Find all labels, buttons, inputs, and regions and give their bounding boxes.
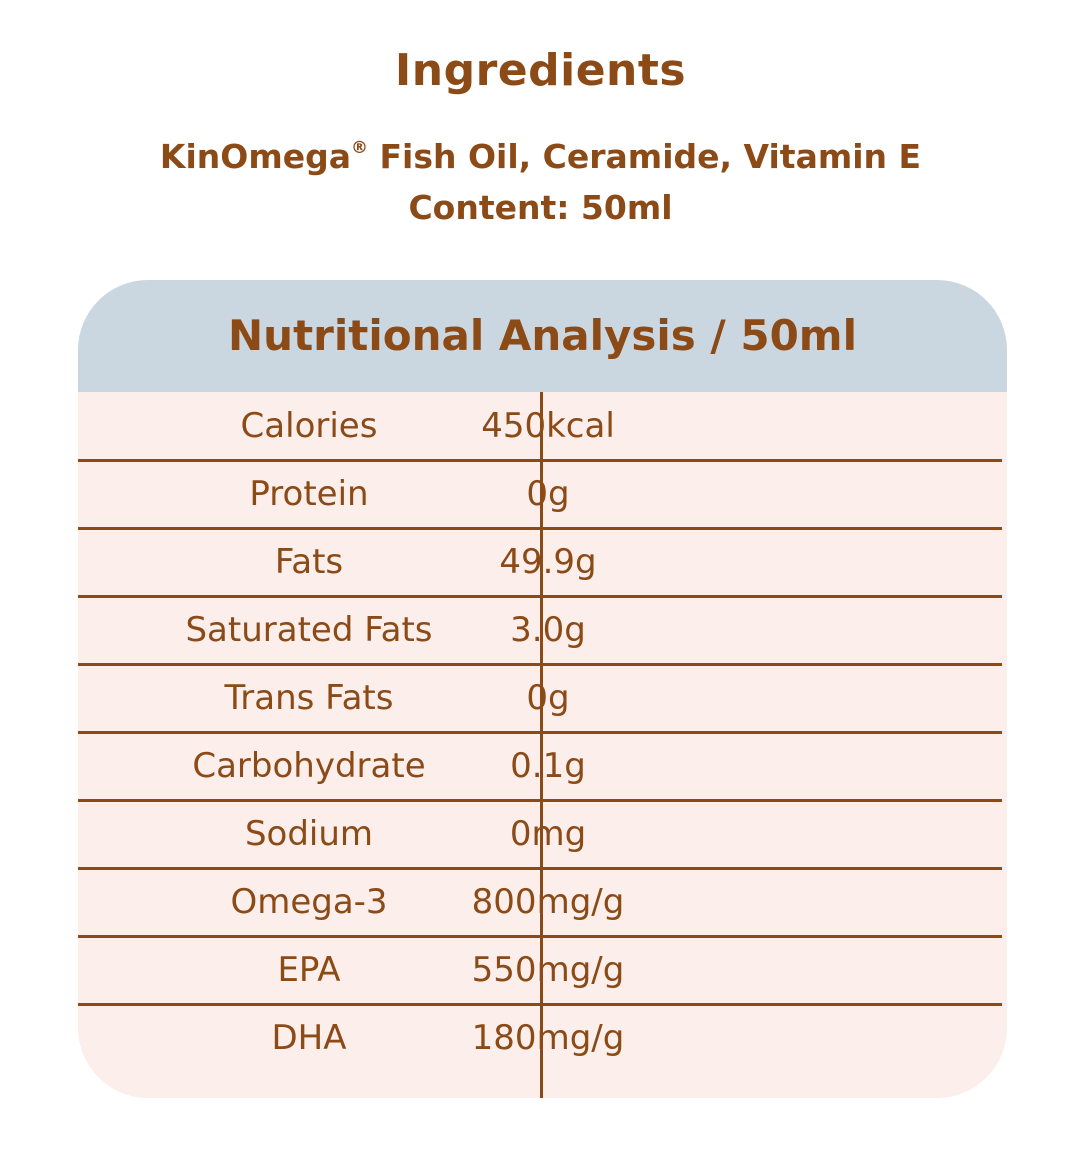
ingredients-title: Ingredients: [394, 45, 687, 96]
nutrient-value: 0.1g: [510, 746, 586, 786]
nutrient-value-cell: 3.0g: [510, 596, 1007, 664]
nutrient-value-cell: 0mg: [510, 800, 1007, 868]
row-divider: [78, 663, 1002, 666]
nutrition-table-title: Nutritional Analysis / 50ml: [228, 311, 857, 360]
nutrient-value: 450kcal: [481, 406, 615, 446]
nutrient-value-cell: 0.1g: [510, 732, 1007, 800]
table-row: Trans Fats 0g: [78, 664, 1007, 734]
nutrient-name: DHA: [271, 1018, 347, 1058]
nutrient-value-cell: 0g: [526, 460, 1007, 528]
nutrient-value: 800mg/g: [471, 882, 625, 922]
nutrient-value: 0mg: [509, 814, 587, 854]
nutrient-name: Calories: [240, 406, 378, 446]
ingredients-brand: KinOmega: [159, 137, 351, 176]
row-divider: [78, 459, 1002, 462]
table-row: Omega-3 800mg/g: [78, 868, 1007, 938]
row-divider: [78, 595, 1002, 598]
nutrient-value-cell: 450kcal: [481, 392, 1007, 460]
nutrient-name: Carbohydrate: [192, 746, 426, 786]
nutrient-name: Saturated Fats: [185, 610, 433, 650]
ingredients-items: Fish Oil, Ceramide, Vitamin E: [368, 137, 922, 176]
nutrient-name: EPA: [277, 950, 341, 990]
nutrient-value: 3.0g: [510, 610, 586, 650]
nutrient-value: 180mg/g: [471, 1018, 625, 1058]
nutrient-value: 0g: [526, 678, 570, 718]
row-divider: [78, 799, 1002, 802]
table-row: Carbohydrate 0.1g: [78, 732, 1007, 802]
table-row: Fats 49.9g: [78, 528, 1007, 598]
nutrient-value-cell: 550mg/g: [472, 936, 1007, 1004]
row-divider: [78, 935, 1002, 938]
table-row: EPA 550mg/g: [78, 936, 1007, 1006]
nutrition-table-header: Nutritional Analysis / 50ml: [78, 280, 1007, 392]
nutrient-value: 550mg/g: [471, 950, 625, 990]
nutrient-value: 0g: [526, 474, 570, 514]
table-row: Saturated Fats 3.0g: [78, 596, 1007, 666]
nutrition-table: Nutritional Analysis / 50ml Calories 450k…: [78, 280, 1007, 1098]
nutrient-name: Sodium: [244, 814, 374, 854]
registered-mark: ®: [351, 138, 368, 158]
table-row: Protein 0g: [78, 460, 1007, 530]
column-divider: [540, 392, 543, 1098]
nutrient-value-cell: 0g: [526, 664, 1007, 732]
row-divider: [78, 527, 1002, 530]
nutrient-name: Protein: [249, 474, 369, 514]
nutrient-value-cell: 180mg/g: [472, 1004, 1007, 1072]
table-row: Sodium 0mg: [78, 800, 1007, 870]
nutrient-value-cell: 800mg/g: [472, 868, 1007, 936]
row-divider: [78, 867, 1002, 870]
nutrition-rows: Calories 450kcal Protein 0g Fats 49.9g Saturat…: [78, 392, 1007, 1072]
nutrient-value-cell: 49.9g: [499, 528, 1007, 596]
table-row: Calories 450kcal: [78, 392, 1007, 462]
row-divider: [78, 1003, 1002, 1006]
nutrient-name: Omega-3: [230, 882, 388, 922]
ingredients-list: KinOmega® Fish Oil, Ceramide, Vitamin E: [0, 128, 1081, 177]
nutrient-name: Fats: [274, 542, 344, 582]
row-divider: [78, 731, 1002, 734]
nutrient-value: 49.9g: [499, 542, 597, 582]
nutrient-name: Trans Fats: [224, 678, 394, 718]
table-row: DHA 180mg/g: [78, 1004, 1007, 1072]
content-volume: Content: 50ml: [408, 188, 673, 227]
